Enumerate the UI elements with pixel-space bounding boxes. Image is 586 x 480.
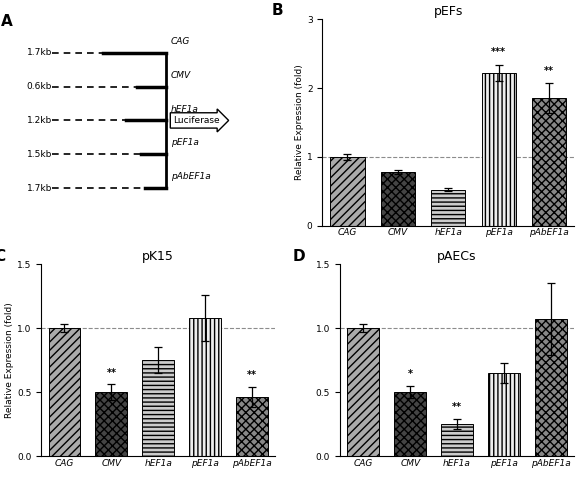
Text: A: A (1, 14, 12, 29)
Text: D: D (293, 249, 306, 264)
Bar (331, 157, 364, 226)
Text: **: ** (106, 368, 117, 378)
Bar (189, 318, 221, 456)
Text: *: * (408, 369, 413, 379)
Text: 1.2kb: 1.2kb (27, 116, 52, 125)
Y-axis label: Relative Expression (fold): Relative Expression (fold) (295, 64, 304, 180)
Bar (441, 424, 473, 456)
Bar (394, 392, 426, 456)
Bar (381, 172, 415, 226)
Text: **: ** (544, 66, 554, 76)
Bar (532, 98, 566, 226)
Text: pEF1a: pEF1a (171, 139, 199, 147)
Bar (96, 392, 127, 456)
Bar (236, 397, 268, 456)
Title: pK15: pK15 (142, 250, 174, 263)
Bar (482, 73, 516, 226)
Bar (431, 190, 465, 226)
Text: ***: *** (491, 48, 506, 58)
Text: 0.6kb: 0.6kb (27, 82, 52, 91)
Text: hEF1a: hEF1a (171, 105, 199, 114)
Text: **: ** (247, 370, 257, 380)
Text: C: C (0, 249, 5, 264)
Text: 1.7kb: 1.7kb (27, 48, 52, 57)
Text: CAG: CAG (171, 37, 190, 46)
Text: **: ** (452, 402, 462, 412)
Text: 1.7kb: 1.7kb (27, 184, 52, 192)
Bar (535, 319, 567, 456)
Bar (488, 373, 520, 456)
Text: pAbEF1a: pAbEF1a (171, 172, 210, 181)
Text: 1.5kb: 1.5kb (27, 150, 52, 159)
Title: pAECs: pAECs (437, 250, 477, 263)
Text: B: B (272, 3, 284, 18)
Bar (347, 328, 379, 456)
Text: CMV: CMV (171, 71, 191, 80)
Text: Luciferase: Luciferase (173, 116, 220, 125)
Bar (142, 360, 174, 456)
Y-axis label: Relative Expression (fold): Relative Expression (fold) (5, 302, 14, 418)
Title: pEFs: pEFs (434, 5, 463, 18)
Bar (49, 328, 80, 456)
